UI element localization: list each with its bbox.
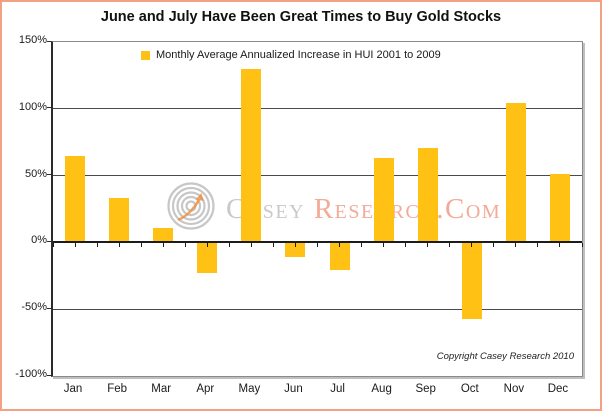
zero-axis-minor-tick xyxy=(339,243,341,248)
zero-axis-minor-tick xyxy=(449,243,451,248)
zero-axis-minor-tick xyxy=(581,243,583,248)
x-tick-label-feb: Feb xyxy=(107,383,128,395)
zero-axis-minor-tick xyxy=(118,243,120,248)
bar-nov xyxy=(505,103,526,242)
zero-axis-minor-tick xyxy=(294,243,296,248)
y-axis-tick xyxy=(47,107,51,109)
bar-may xyxy=(241,68,262,242)
bar-sep xyxy=(417,147,438,242)
bar-jun xyxy=(285,243,306,258)
zero-axis-minor-tick xyxy=(140,243,142,248)
y-tick-label: 100% xyxy=(18,100,47,113)
x-tick-label-aug: Aug xyxy=(371,383,392,395)
y-tick-label: -100% xyxy=(15,368,47,380)
y-axis-tick xyxy=(47,240,51,242)
y-axis-tick xyxy=(47,374,51,376)
bar-feb xyxy=(109,198,130,242)
zero-axis-minor-tick xyxy=(184,243,186,248)
x-tick-label-oct: Oct xyxy=(460,383,479,395)
x-tick-label-jul: Jul xyxy=(330,383,345,395)
y-tick-label: 0% xyxy=(31,234,47,247)
x-tick-label-dec: Dec xyxy=(547,383,569,395)
y-axis-tick xyxy=(47,174,51,176)
zero-axis-minor-tick xyxy=(383,243,385,248)
y-axis-tick xyxy=(47,307,51,309)
gridline-50 xyxy=(53,175,582,177)
watermark-casey: Casey xyxy=(226,192,314,225)
zero-axis-minor-tick xyxy=(405,243,407,248)
zero-axis-line xyxy=(53,241,582,244)
bar-mar xyxy=(153,227,174,242)
x-tick-label-mar: Mar xyxy=(151,383,172,395)
zero-axis-minor-tick xyxy=(493,243,495,248)
zero-axis-minor-tick xyxy=(272,243,274,248)
zero-axis-minor-tick xyxy=(52,243,54,248)
zero-axis-minor-tick xyxy=(559,243,561,248)
x-tick-label-sep: Sep xyxy=(415,383,436,395)
x-tick-label-jan: Jan xyxy=(63,383,83,395)
legend-marker-icon xyxy=(141,50,150,60)
zero-axis-minor-tick xyxy=(228,243,230,248)
zero-axis-minor-tick xyxy=(317,243,318,248)
zero-axis-minor-tick xyxy=(96,243,98,248)
bar-jul xyxy=(329,243,350,271)
gridline-100 xyxy=(53,108,582,110)
y-tick-label: 150% xyxy=(18,34,47,46)
x-tick-label-may: May xyxy=(238,383,261,395)
bar-aug xyxy=(373,158,394,242)
x-tick-label-nov: Nov xyxy=(503,383,525,395)
zero-axis-minor-tick xyxy=(206,243,208,248)
zero-axis-minor-tick xyxy=(537,243,539,248)
y-tick-label: 50% xyxy=(24,167,47,180)
watermark-text: Casey Research.Com xyxy=(226,183,501,235)
zero-axis-minor-tick xyxy=(361,243,363,248)
zero-axis-minor-tick xyxy=(515,243,517,248)
watermark: Casey Research.Com xyxy=(165,180,501,237)
zero-axis-minor-tick xyxy=(74,243,76,248)
zero-axis-minor-tick xyxy=(427,243,429,248)
zero-axis-minor-tick xyxy=(162,243,164,248)
legend-label: Monthly Average Annualized Increase in H… xyxy=(156,49,441,61)
bar-oct xyxy=(461,243,482,319)
zero-axis-minor-tick xyxy=(471,243,473,248)
bar-dec xyxy=(549,174,570,242)
zero-axis-minor-tick xyxy=(250,243,252,248)
copyright-text: Copyright Casey Research 2010 xyxy=(436,351,574,362)
x-tick-label-jun: Jun xyxy=(284,383,303,395)
gridline--50 xyxy=(53,308,582,310)
watermark-research: Research.Com xyxy=(313,192,502,225)
plot-area: Monthly Average Annualized Increase in H… xyxy=(51,41,583,377)
y-axis-tick xyxy=(47,40,51,42)
legend: Monthly Average Annualized Increase in H… xyxy=(141,49,441,61)
bar-jan xyxy=(65,155,86,242)
y-tick-label: -50% xyxy=(21,301,47,314)
x-tick-label-apr: Apr xyxy=(196,383,215,395)
chart-title: June and July Have Been Great Times to B… xyxy=(100,9,502,25)
bar-apr xyxy=(197,243,218,274)
